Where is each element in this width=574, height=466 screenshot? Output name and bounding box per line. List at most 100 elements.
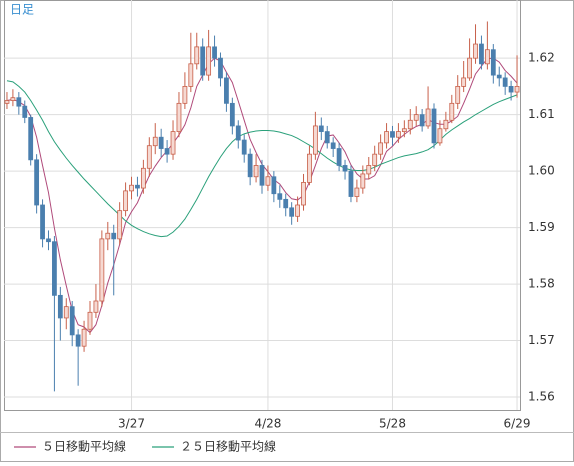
plot-area — [4, 0, 521, 411]
candle-body — [307, 153, 312, 183]
candle-body — [200, 46, 206, 76]
candle-body — [455, 86, 461, 104]
candle-body — [360, 173, 366, 189]
candle-body — [241, 139, 247, 155]
candle-body — [283, 198, 289, 209]
x-tick-label: 4/28 — [254, 417, 281, 431]
candle-body — [372, 153, 378, 166]
candle-body — [176, 102, 182, 132]
x-tick-label: 3/27 — [118, 417, 145, 431]
x-tick-label: 5/28 — [379, 417, 406, 431]
candle-body — [182, 86, 188, 104]
candle-body — [396, 131, 401, 138]
candle-body — [247, 153, 253, 178]
candle-body — [384, 131, 389, 144]
candle-body — [229, 102, 235, 127]
candle-body — [443, 119, 449, 130]
candle-body — [265, 176, 271, 186]
candle-body — [46, 238, 51, 243]
y-tick-label: 1.56 — [528, 390, 555, 404]
candle-body — [354, 187, 360, 197]
candle-body — [117, 210, 123, 240]
candle-body — [366, 165, 372, 175]
candle-body — [69, 306, 75, 336]
candle-body — [390, 131, 395, 138]
y-tick-label: 1.59 — [528, 220, 555, 234]
candle-body — [93, 300, 99, 313]
candle-body — [253, 165, 259, 178]
candle-body — [437, 128, 443, 144]
candle-body — [490, 49, 496, 76]
y-tick-label: 1.60 — [528, 164, 555, 178]
candle-body — [10, 97, 16, 101]
y-tick-label: 1.57 — [528, 333, 555, 347]
candle-body — [212, 46, 217, 59]
candle-body — [401, 128, 407, 132]
x-tick-label: 6/29 — [504, 417, 531, 431]
candle-body — [146, 145, 152, 169]
marks — [4, 21, 520, 392]
candle-body — [259, 165, 265, 186]
candle-body — [407, 119, 413, 130]
candle-body — [129, 184, 134, 192]
candle-body — [218, 57, 223, 79]
candle-body — [425, 108, 431, 127]
candle-body — [348, 170, 354, 197]
candle-body — [40, 204, 45, 240]
candle-body — [28, 117, 34, 161]
candle-body — [277, 193, 283, 200]
candle-body — [342, 165, 348, 172]
candle-body — [271, 176, 277, 195]
candle-body — [484, 49, 490, 65]
candle-body — [57, 294, 63, 319]
candle-body — [140, 167, 146, 189]
candle-body — [99, 238, 105, 302]
y-tick-label: 1.58 — [528, 277, 555, 291]
candle-body — [194, 46, 200, 65]
candle-body — [312, 125, 318, 155]
candle-body — [473, 43, 478, 59]
candle-body — [413, 114, 419, 121]
candle-body — [135, 184, 140, 189]
candle-body — [111, 232, 117, 240]
candle-body — [514, 86, 520, 93]
candle-body — [419, 114, 425, 127]
candle-body — [34, 159, 40, 206]
legend-label: ５日移動平均線 — [42, 439, 126, 454]
candle-body — [158, 136, 164, 149]
candle-body — [502, 77, 508, 87]
candle-body — [496, 74, 502, 79]
candle-body — [152, 136, 158, 147]
candle-body — [324, 131, 330, 144]
candle-body — [123, 190, 128, 212]
candle-body — [75, 334, 81, 347]
candle-body — [479, 43, 484, 65]
y-tick-label: 1.62 — [528, 51, 555, 65]
candle-body — [318, 125, 324, 132]
candle-body — [461, 77, 467, 87]
period-label: 日足 — [10, 3, 34, 17]
y-tick-label: 1.61 — [528, 107, 555, 121]
candle-body — [87, 311, 93, 330]
legend-label: ２５日移動平均線 — [180, 439, 276, 454]
candle-body — [330, 142, 336, 149]
candle-body — [289, 207, 295, 217]
candle-body — [81, 328, 87, 347]
candle-body — [206, 46, 212, 76]
candle-body — [22, 105, 28, 118]
candle-body — [295, 204, 300, 217]
candle-body — [52, 241, 57, 296]
candle-body — [449, 102, 455, 121]
candle-body — [378, 142, 384, 155]
candle-body — [16, 97, 22, 107]
candle-body — [467, 57, 472, 79]
candle-body — [105, 232, 111, 240]
candle-body — [235, 125, 241, 141]
candle-body — [224, 77, 229, 104]
candle-body — [508, 86, 514, 93]
candle-body — [301, 182, 306, 206]
candle-body — [170, 131, 176, 155]
candle-body — [431, 108, 437, 144]
candle-body — [188, 63, 194, 87]
